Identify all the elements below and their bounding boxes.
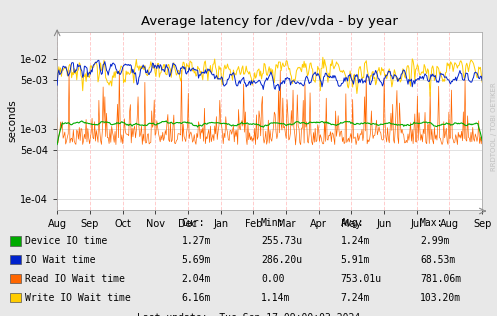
Text: Avg:: Avg: [340,218,364,228]
Text: RRDTOOL / TOBI OETIKER: RRDTOOL / TOBI OETIKER [491,82,497,171]
Text: 6.16m: 6.16m [181,293,211,303]
Text: Device IO time: Device IO time [25,236,107,246]
Title: Average latency for /dev/vda - by year: Average latency for /dev/vda - by year [141,15,398,28]
Text: Read IO Wait time: Read IO Wait time [25,274,125,284]
Text: 103.20m: 103.20m [420,293,461,303]
Text: 7.24m: 7.24m [340,293,370,303]
Text: Min:: Min: [261,218,284,228]
Text: Max:: Max: [420,218,443,228]
Text: Write IO Wait time: Write IO Wait time [25,293,131,303]
Text: 255.73u: 255.73u [261,236,302,246]
Text: Cur:: Cur: [181,218,205,228]
Text: IO Wait time: IO Wait time [25,255,95,265]
Text: 0.00: 0.00 [261,274,284,284]
Text: 286.20u: 286.20u [261,255,302,265]
Text: 2.04m: 2.04m [181,274,211,284]
Text: Last update:  Tue Sep 17 09:00:03 2024: Last update: Tue Sep 17 09:00:03 2024 [137,313,360,316]
Text: 2.99m: 2.99m [420,236,449,246]
Y-axis label: seconds: seconds [7,100,17,142]
Text: 68.53m: 68.53m [420,255,455,265]
Text: 1.14m: 1.14m [261,293,290,303]
Text: 5.91m: 5.91m [340,255,370,265]
Text: 753.01u: 753.01u [340,274,382,284]
Text: 1.24m: 1.24m [340,236,370,246]
Text: 781.06m: 781.06m [420,274,461,284]
Text: 5.69m: 5.69m [181,255,211,265]
Text: 1.27m: 1.27m [181,236,211,246]
